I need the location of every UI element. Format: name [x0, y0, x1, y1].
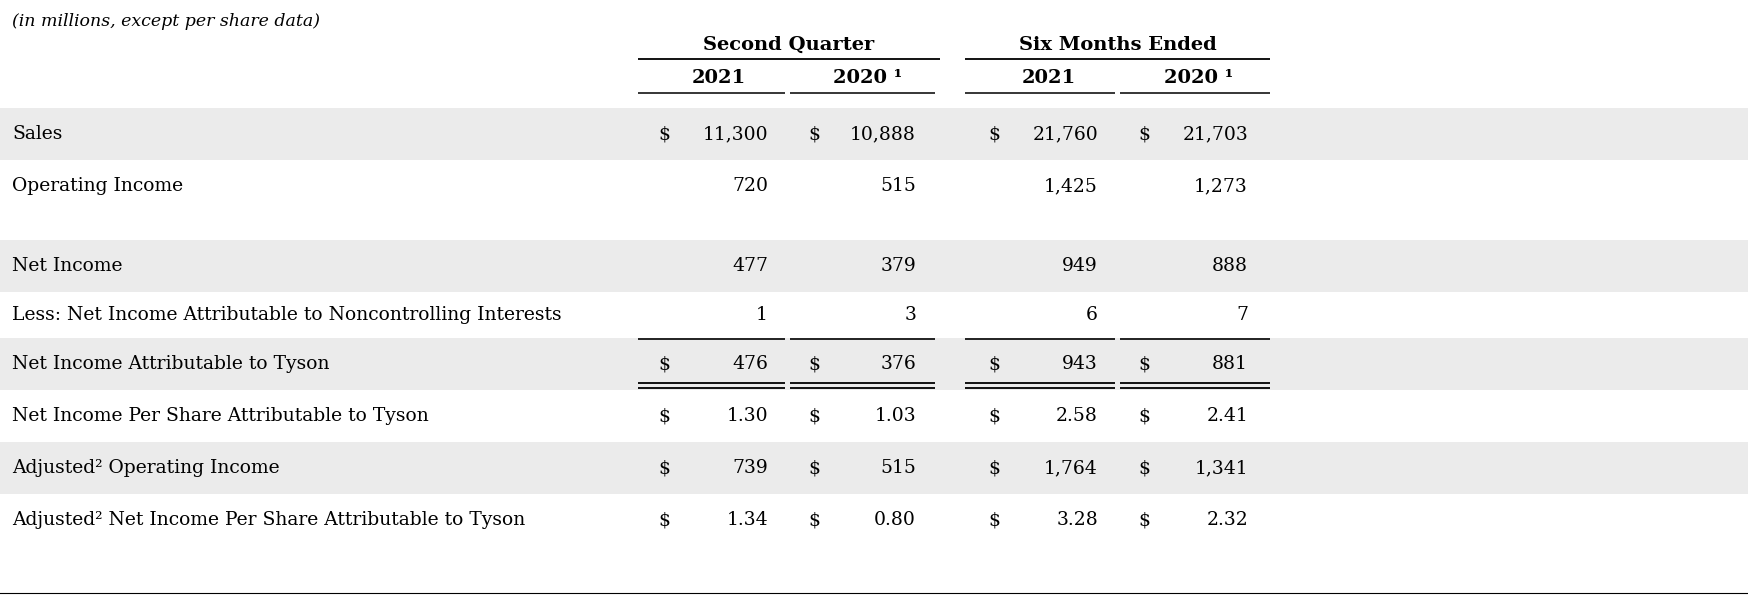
- Text: $: $: [659, 459, 669, 477]
- Text: $: $: [808, 459, 820, 477]
- Text: $: $: [988, 407, 1000, 425]
- Text: 720: 720: [732, 177, 767, 195]
- Text: Net Income: Net Income: [12, 257, 122, 275]
- Text: $: $: [988, 355, 1000, 373]
- FancyBboxPatch shape: [0, 240, 1748, 292]
- Text: $: $: [988, 125, 1000, 143]
- Text: 476: 476: [732, 355, 767, 373]
- Text: $: $: [808, 125, 820, 143]
- Text: 949: 949: [1063, 257, 1098, 275]
- Text: 739: 739: [732, 459, 767, 477]
- Text: 1,425: 1,425: [1044, 177, 1098, 195]
- Text: $: $: [1138, 459, 1150, 477]
- Text: 2.32: 2.32: [1206, 511, 1248, 529]
- Text: $: $: [659, 407, 669, 425]
- Text: 2020 ¹: 2020 ¹: [834, 69, 902, 87]
- Text: Less: Net Income Attributable to Noncontrolling Interests: Less: Net Income Attributable to Noncont…: [12, 306, 561, 324]
- Text: 1.30: 1.30: [727, 407, 767, 425]
- Text: 21,703: 21,703: [1182, 125, 1248, 143]
- Text: $: $: [988, 459, 1000, 477]
- Text: 3.28: 3.28: [1056, 511, 1098, 529]
- Text: Adjusted² Net Income Per Share Attributable to Tyson: Adjusted² Net Income Per Share Attributa…: [12, 511, 524, 529]
- Text: 6: 6: [1086, 306, 1098, 324]
- Text: 2.41: 2.41: [1206, 407, 1248, 425]
- Text: 515: 515: [881, 177, 916, 195]
- Text: $: $: [988, 511, 1000, 529]
- Text: 2021: 2021: [1023, 69, 1077, 87]
- Text: Sales: Sales: [12, 125, 63, 143]
- Text: (in millions, except per share data): (in millions, except per share data): [12, 14, 320, 30]
- Text: 1: 1: [757, 306, 767, 324]
- Text: 2021: 2021: [692, 69, 746, 87]
- Text: 0.80: 0.80: [874, 511, 916, 529]
- Text: Six Months Ended: Six Months Ended: [1019, 36, 1217, 54]
- Text: $: $: [1138, 511, 1150, 529]
- Text: $: $: [659, 125, 669, 143]
- Text: 376: 376: [881, 355, 916, 373]
- Text: $: $: [659, 511, 669, 529]
- Text: 2020 ¹: 2020 ¹: [1164, 69, 1234, 87]
- Text: 888: 888: [1211, 257, 1248, 275]
- Text: 1,341: 1,341: [1194, 459, 1248, 477]
- Text: 11,300: 11,300: [703, 125, 767, 143]
- Text: 881: 881: [1211, 355, 1248, 373]
- Text: $: $: [808, 407, 820, 425]
- Text: 477: 477: [732, 257, 767, 275]
- Text: 10,888: 10,888: [850, 125, 916, 143]
- Text: 1,273: 1,273: [1194, 177, 1248, 195]
- Text: Operating Income: Operating Income: [12, 177, 184, 195]
- Text: $: $: [1138, 125, 1150, 143]
- Text: 515: 515: [881, 459, 916, 477]
- Text: $: $: [808, 511, 820, 529]
- FancyBboxPatch shape: [0, 338, 1748, 390]
- Text: 1.03: 1.03: [874, 407, 916, 425]
- Text: $: $: [659, 355, 669, 373]
- Text: 1.34: 1.34: [727, 511, 767, 529]
- Text: 379: 379: [881, 257, 916, 275]
- Text: Second Quarter: Second Quarter: [703, 36, 874, 54]
- Text: Net Income Per Share Attributable to Tyson: Net Income Per Share Attributable to Tys…: [12, 407, 428, 425]
- Text: $: $: [1138, 407, 1150, 425]
- Text: Net Income Attributable to Tyson: Net Income Attributable to Tyson: [12, 355, 330, 373]
- Text: 1,764: 1,764: [1044, 459, 1098, 477]
- FancyBboxPatch shape: [0, 442, 1748, 494]
- Text: 7: 7: [1236, 306, 1248, 324]
- Text: $: $: [1138, 355, 1150, 373]
- Text: $: $: [808, 355, 820, 373]
- Text: 21,760: 21,760: [1033, 125, 1098, 143]
- Text: 943: 943: [1063, 355, 1098, 373]
- FancyBboxPatch shape: [0, 108, 1748, 160]
- Text: 2.58: 2.58: [1056, 407, 1098, 425]
- Text: Adjusted² Operating Income: Adjusted² Operating Income: [12, 459, 280, 477]
- Text: 3: 3: [904, 306, 916, 324]
